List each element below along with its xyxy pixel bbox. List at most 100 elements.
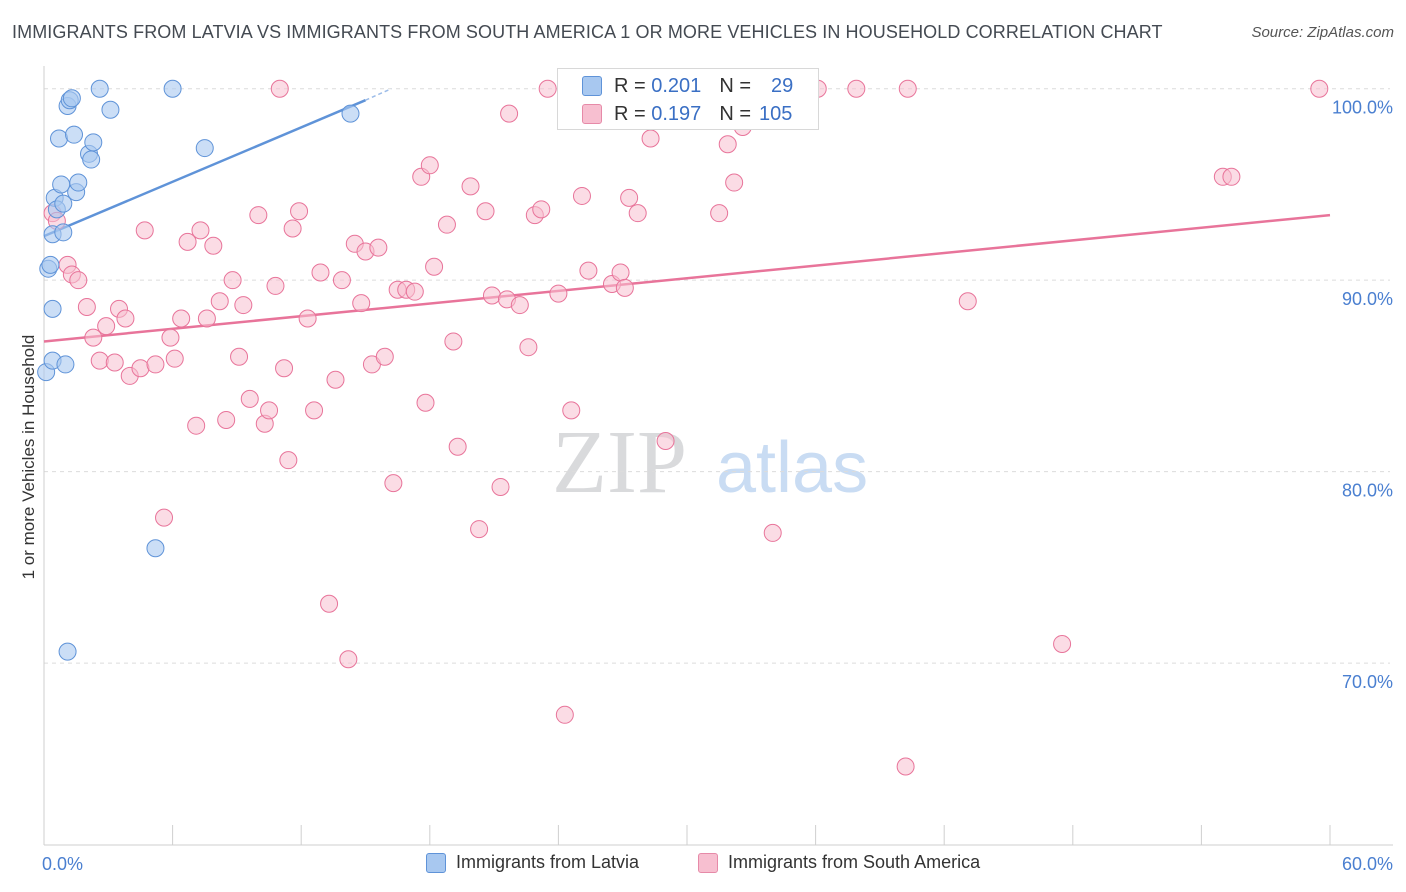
y-tick-label: 80.0%	[1342, 481, 1393, 501]
data-point-latvia	[146, 539, 165, 558]
data-point-south-america	[1310, 79, 1329, 98]
data-point-south-america	[332, 271, 351, 290]
data-point-south-america	[448, 437, 467, 456]
y-tick-label: 100.0%	[1332, 98, 1393, 118]
data-point-south-america	[628, 204, 647, 223]
data-point-latvia	[101, 100, 120, 119]
data-point-south-america	[270, 79, 289, 98]
legend-swatch-south-america	[582, 104, 602, 124]
data-point-south-america	[172, 309, 191, 328]
data-point-south-america	[437, 215, 456, 234]
stats-legend: R = 0.201 N = 29 R = 0.197 N = 105	[557, 68, 819, 130]
data-point-south-america	[298, 309, 317, 328]
data-point-south-america	[898, 79, 917, 98]
data-point-latvia	[41, 255, 60, 274]
data-point-south-america	[249, 206, 268, 225]
data-point-south-america	[710, 204, 729, 223]
data-point-south-america	[470, 520, 489, 539]
data-point-south-america	[191, 221, 210, 240]
legend-r-value: 0.197	[651, 102, 702, 125]
south-america-points	[43, 79, 1329, 776]
legend-row-south-america: R = 0.197 N = 105	[582, 101, 792, 127]
legend-n-value: 105	[759, 102, 793, 125]
data-point-latvia	[50, 129, 69, 148]
data-point-south-america	[84, 328, 103, 347]
data-point-latvia	[195, 139, 214, 158]
data-point-latvia	[62, 89, 81, 108]
data-point-south-america	[135, 221, 154, 240]
data-point-south-america	[405, 282, 424, 301]
data-point-south-america	[562, 401, 581, 420]
data-point-latvia	[58, 642, 77, 661]
data-point-south-america	[482, 286, 501, 305]
data-point-south-america	[77, 297, 96, 316]
legend-n-label: N =	[719, 74, 751, 97]
data-point-south-america	[519, 338, 538, 357]
y-tick-label: 70.0%	[1342, 672, 1393, 692]
legend-row-latvia: R = 0.201 N = 29	[582, 73, 793, 99]
data-point-south-america	[290, 202, 309, 221]
data-point-south-america	[416, 393, 435, 412]
legend-r-label: R =	[614, 102, 646, 125]
data-point-south-america	[223, 271, 242, 290]
data-point-south-america	[958, 292, 977, 311]
data-point-latvia	[54, 194, 73, 213]
trend-line-latvia	[43, 99, 366, 238]
legend-n-label: N =	[719, 102, 751, 125]
data-point-latvia	[341, 104, 360, 123]
data-point-south-america	[69, 271, 88, 290]
y-axis-title: 1 or more Vehicles in Household	[19, 335, 38, 580]
data-point-south-america	[896, 757, 915, 776]
bottom-legend-latvia: Immigrants from Latvia	[426, 852, 639, 873]
data-point-south-america	[165, 349, 184, 368]
axis-labels: 70.0% 80.0% 90.0% 100.0% 0.0% 60.0%	[42, 98, 1393, 874]
data-point-south-america	[283, 219, 302, 238]
data-point-latvia	[163, 79, 182, 98]
data-point-latvia	[52, 175, 71, 194]
bottom-legend-swatch-south-america	[698, 852, 718, 873]
data-point-latvia	[43, 299, 62, 318]
data-point-south-america	[725, 173, 744, 192]
legend-n-value: 29	[771, 74, 794, 97]
data-point-south-america	[572, 186, 591, 205]
bottom-legend-label-latvia: Immigrants from Latvia	[456, 852, 640, 872]
data-point-south-america	[369, 238, 388, 257]
watermark: ZIP atlas	[552, 413, 868, 512]
data-point-latvia	[69, 173, 88, 192]
x-tick-label: 0.0%	[42, 854, 83, 874]
data-point-south-america	[155, 508, 174, 527]
data-point-south-america	[384, 474, 403, 493]
chart-source: Source: ZipAtlas.com	[1251, 24, 1394, 41]
data-point-south-america	[197, 309, 216, 328]
data-point-latvia	[54, 223, 73, 242]
watermark-zip: ZIP	[552, 413, 687, 512]
data-point-south-america	[116, 309, 135, 328]
axes	[43, 66, 1393, 846]
data-point-south-america	[375, 347, 394, 366]
data-point-latvia	[84, 133, 103, 152]
data-point-south-america	[1053, 634, 1072, 653]
watermark-atlas: atlas	[716, 428, 868, 508]
data-point-south-america	[339, 650, 358, 669]
data-point-south-america	[105, 353, 124, 372]
data-point-south-america	[425, 257, 444, 276]
data-point-south-america	[210, 292, 229, 311]
data-point-south-america	[146, 355, 165, 374]
data-point-south-america	[234, 296, 253, 315]
data-point-south-america	[97, 317, 116, 336]
data-point-south-america	[476, 202, 495, 221]
y-tick-label: 90.0%	[1342, 289, 1393, 309]
bottom-legend-swatch-latvia	[426, 852, 446, 873]
data-point-latvia	[82, 150, 101, 169]
data-point-south-america	[161, 328, 180, 347]
data-point-latvia	[65, 125, 84, 144]
data-point-south-america	[352, 294, 371, 313]
bottom-legend-south-america: Immigrants from South America	[698, 852, 980, 873]
data-point-south-america	[420, 156, 439, 175]
data-point-south-america	[718, 135, 737, 154]
data-point-south-america	[500, 104, 519, 123]
data-point-south-america	[444, 332, 463, 351]
data-point-south-america	[641, 129, 660, 148]
data-point-south-america	[240, 389, 259, 408]
